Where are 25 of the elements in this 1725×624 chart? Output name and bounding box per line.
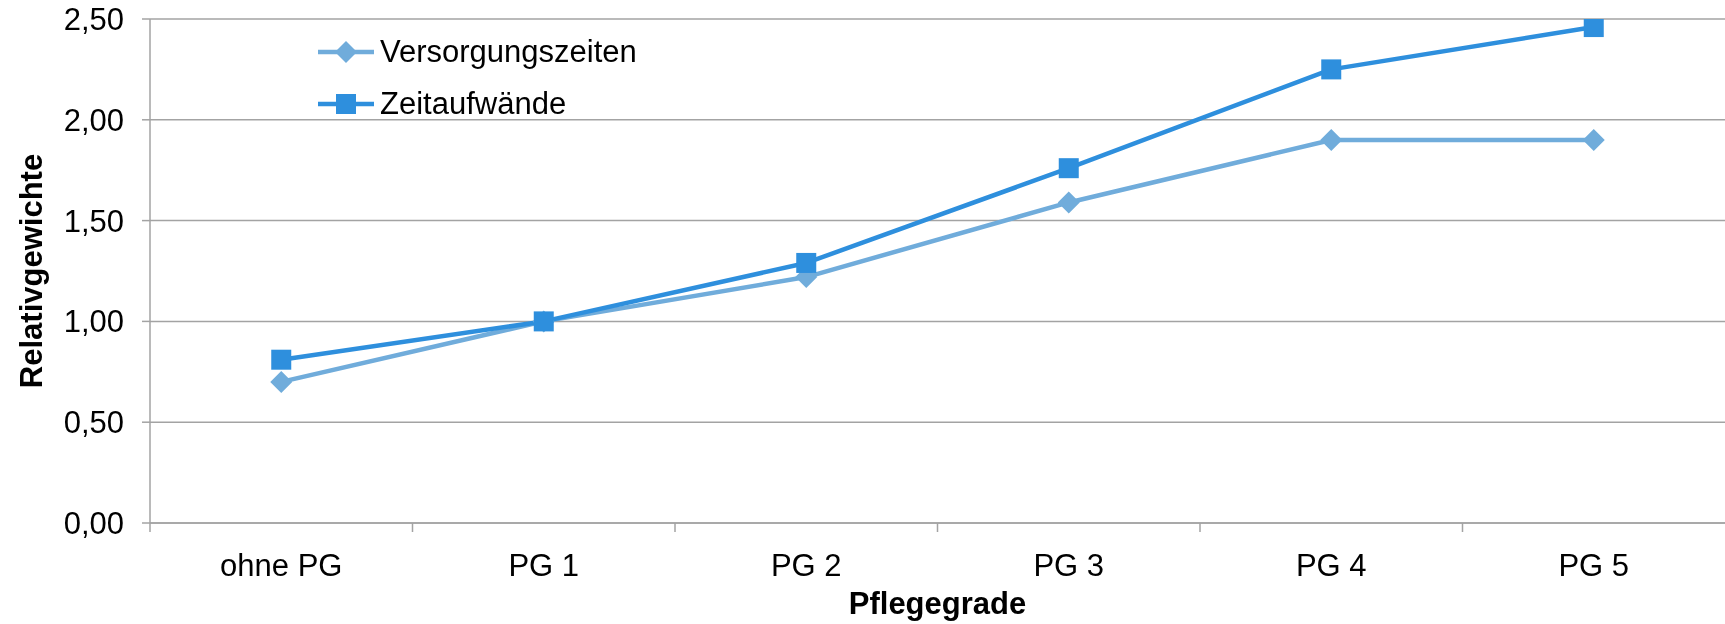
point [1321, 59, 1342, 80]
y-axis-title: Relativgewichte [13, 153, 49, 389]
y-tick-label: 0,00 [63, 506, 124, 542]
y-tick-label: 2,00 [63, 102, 124, 138]
point [1320, 128, 1343, 151]
point [271, 349, 292, 370]
x-axis-title: Pflegegrade [848, 585, 1027, 621]
y-tick-label: 2,50 [63, 2, 124, 38]
x-tick-label: PG 2 [770, 548, 842, 583]
point [1582, 128, 1605, 151]
legend-label: Zeitaufwände [380, 86, 567, 122]
y-tick-label: 1,50 [63, 203, 124, 239]
y-tick-label: 0,50 [63, 405, 124, 441]
point [1057, 191, 1080, 214]
point [796, 252, 817, 273]
x-tick-label: PG 3 [1033, 548, 1105, 583]
legend-label: Versorgungszeiten [380, 34, 637, 70]
x-tick-label: PG 4 [1295, 548, 1367, 583]
point [1058, 158, 1079, 179]
y-tick-label: 1,00 [63, 304, 124, 340]
point [1583, 19, 1604, 38]
x-tick-label: ohne PG [220, 548, 343, 583]
x-tick-label: PG 5 [1558, 548, 1630, 583]
x-tick-label: PG 1 [508, 548, 580, 583]
point [270, 370, 293, 393]
